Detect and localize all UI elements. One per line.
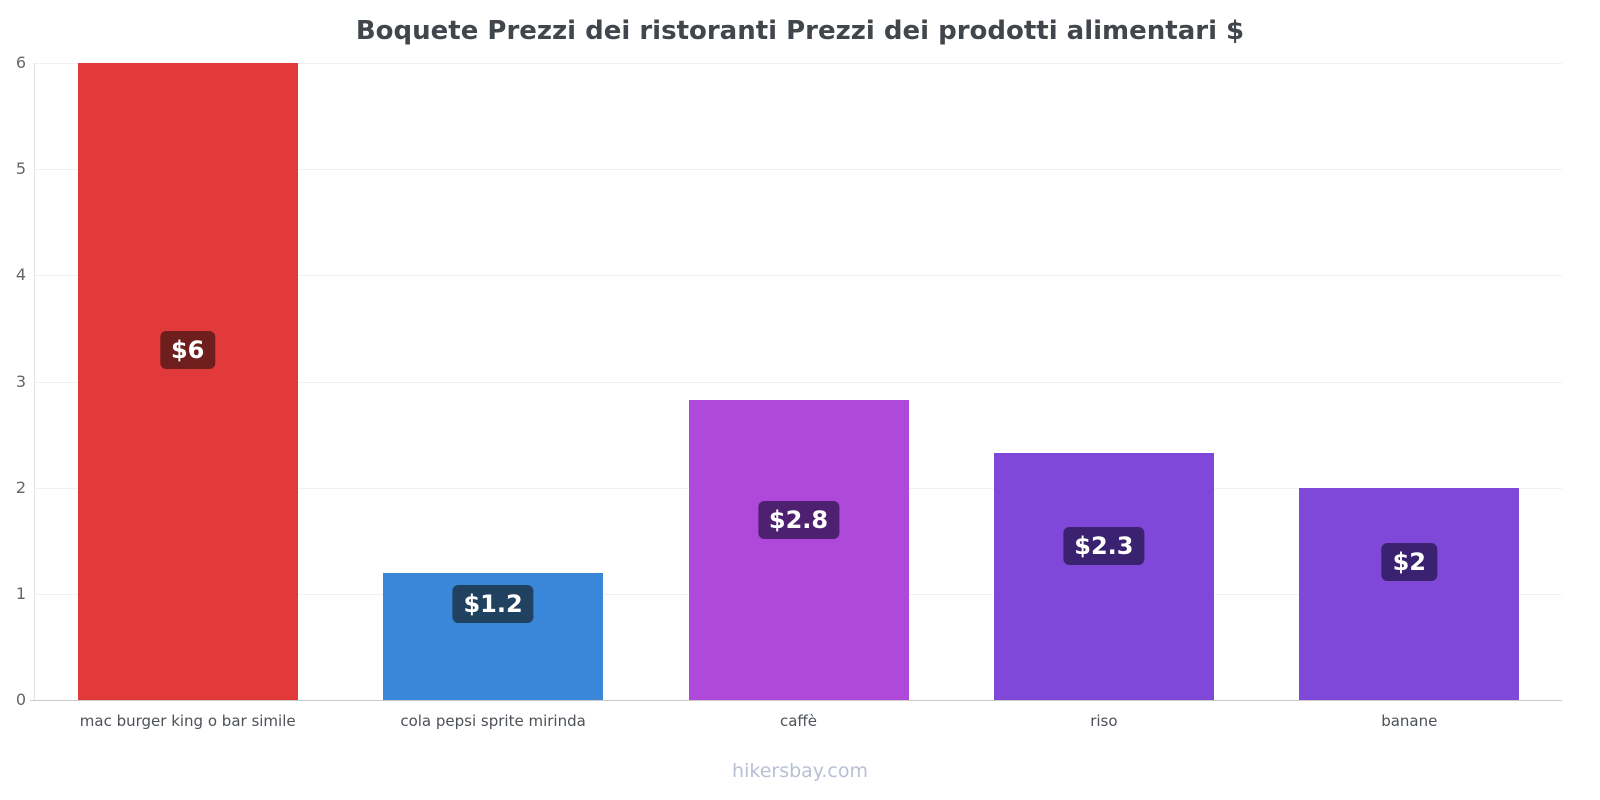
chart-title: Boquete Prezzi dei ristoranti Prezzi dei…	[355, 16, 1245, 46]
x-axis-label: banane	[1381, 712, 1438, 730]
gridline	[35, 169, 1562, 171]
x-axis-line	[30, 700, 1562, 701]
bar-value-label: $2.3	[1063, 527, 1145, 566]
y-axis-line	[34, 63, 35, 700]
bar-3	[688, 399, 909, 700]
gridline	[35, 381, 1562, 383]
watermark: hikersbay.com	[732, 760, 868, 782]
gridline	[35, 275, 1562, 277]
x-axis-label: cola pepsi sprite mirinda	[400, 712, 586, 730]
y-axis-tick-label: 6	[15, 53, 26, 72]
y-axis-tick-label: 4	[15, 265, 26, 285]
x-axis-label: caffè	[779, 712, 817, 730]
bar-value-label: $2	[1381, 542, 1437, 581]
bar-4	[993, 452, 1214, 700]
bar-value-label: $2.8	[757, 500, 840, 539]
y-axis-tick-label: 3	[15, 371, 26, 391]
y-axis-tick-label: 1	[15, 583, 26, 603]
x-axis-label: mac burger king o bar simile	[79, 712, 296, 730]
gridline	[35, 63, 1562, 64]
y-axis-tick-label: 0	[15, 690, 26, 709]
y-axis-tick-label: 5	[15, 159, 26, 179]
bar-1	[77, 63, 298, 700]
plot-area: $6 $1.2 $2.8 $2.3 $2	[30, 63, 1562, 701]
x-axis-label: riso	[1090, 712, 1118, 730]
bar-5	[1299, 487, 1520, 700]
y-axis-tick-label: 2	[15, 477, 26, 497]
bar-value-label: $1.2	[452, 585, 534, 624]
bar-value-label: $6	[159, 330, 216, 369]
